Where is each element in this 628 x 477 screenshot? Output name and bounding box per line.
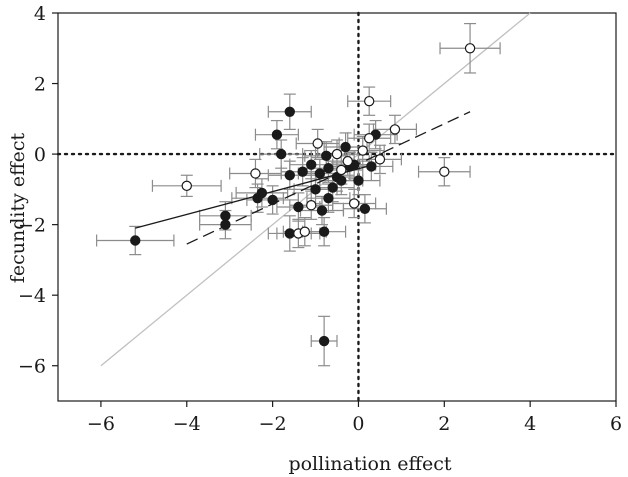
filled-data-point	[318, 335, 330, 347]
open-data-point	[336, 164, 347, 176]
tick-labels: −6 −4 −2 0 2 4 6 −6 −4 −2 0 2 4	[18, 3, 622, 435]
open-data-point	[331, 148, 343, 160]
x-tick-label: 0	[352, 413, 364, 435]
filled-data-point	[220, 210, 231, 222]
open-data-point	[181, 180, 192, 192]
plot-border	[57, 12, 617, 402]
filled-data-point	[284, 228, 295, 239]
filled-data-point	[314, 168, 326, 179]
filled-data-point	[359, 203, 371, 214]
y-tick-label: 0	[34, 144, 46, 166]
filled-data-point	[340, 141, 351, 153]
x-tick-label: −2	[259, 413, 287, 435]
open-data-point	[348, 198, 360, 209]
x-tick-label: 2	[438, 413, 450, 435]
filled-data-point	[276, 148, 287, 160]
open-data-point	[363, 95, 375, 107]
x-tick-label: −4	[173, 413, 201, 435]
open-data-point	[363, 133, 375, 144]
filled-data-point	[306, 159, 317, 170]
y-axis-title: fecundity effect	[7, 132, 29, 283]
open-data-point	[306, 200, 317, 211]
fit-lines	[135, 111, 471, 245]
y-tick-label: 4	[34, 3, 46, 25]
filled-data-point	[293, 201, 304, 213]
x-tick-label: −6	[87, 413, 115, 435]
filled-data-point	[327, 182, 338, 193]
filled-data-point	[318, 226, 330, 237]
filled-data-point	[284, 106, 295, 117]
filled-data-point	[353, 175, 364, 186]
open-data-point	[374, 154, 386, 165]
filled-data-point	[220, 219, 231, 230]
filled-data-point	[271, 129, 283, 140]
x-tick-label: 4	[524, 413, 536, 435]
open-data-point	[312, 138, 323, 149]
filled-data-point	[336, 175, 347, 186]
filled-data-point	[323, 162, 334, 174]
filled-data-point	[366, 161, 377, 172]
plot-frame	[57, 12, 617, 402]
y-tick-label: −4	[18, 285, 46, 307]
filled-data-point	[321, 150, 332, 162]
filled-data-point	[267, 194, 278, 206]
open-data-point	[464, 43, 476, 54]
x-tick-label: 6	[610, 413, 622, 435]
open-series-fit-line	[186, 111, 471, 245]
open-data-point	[389, 124, 401, 135]
filled-data-point	[256, 187, 268, 199]
x-axis-title: pollination effect	[288, 453, 451, 475]
open-data-point	[299, 226, 311, 237]
filled-data-point	[130, 235, 141, 246]
filled-data-point	[323, 192, 334, 204]
filled-data-point	[284, 170, 295, 181]
open-data-point	[342, 155, 353, 167]
y-tick-label: −6	[18, 356, 46, 378]
error-bars	[96, 22, 501, 367]
filled-data-point	[310, 184, 321, 195]
data-points	[130, 43, 476, 347]
filled-data-point	[316, 205, 328, 216]
open-data-point	[357, 145, 368, 156]
filled-series-fit-line	[135, 165, 368, 229]
open-data-point	[439, 166, 450, 177]
y-tick-label: −2	[18, 215, 46, 237]
filled-data-point	[297, 166, 308, 177]
open-data-point	[250, 168, 261, 179]
y-tick-label: 2	[34, 74, 46, 96]
